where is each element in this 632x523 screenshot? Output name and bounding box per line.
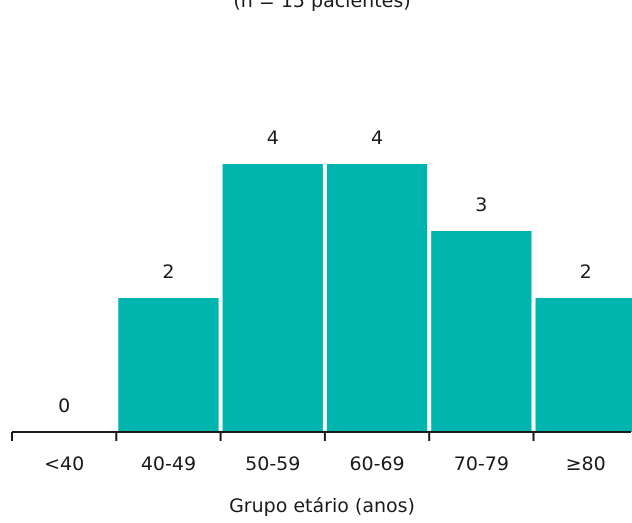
x-axis-tick-labels: <40 40-49 50-59 60-69 70-79 ≥80 xyxy=(44,453,606,475)
x-axis-ticks xyxy=(11,432,535,441)
x-tick-label: 60-69 xyxy=(349,453,404,475)
bar-value-label: 4 xyxy=(371,127,383,149)
bar-value-label: 2 xyxy=(580,261,592,283)
x-tick-label: 40-49 xyxy=(141,453,196,475)
bar-3 xyxy=(222,164,323,432)
bar-5 xyxy=(431,231,532,432)
bar-6 xyxy=(535,298,632,432)
bar-value-label: 3 xyxy=(475,194,487,216)
bar-value-label: 2 xyxy=(162,261,174,283)
bar-4 xyxy=(326,164,428,432)
bars-group xyxy=(118,164,632,432)
x-tick-label: ≥80 xyxy=(566,453,606,475)
x-tick-label: <40 xyxy=(44,453,84,475)
bar-2 xyxy=(118,298,219,432)
x-tick-label: 50-59 xyxy=(245,453,300,475)
chart-title: (n = 15 pacientes) xyxy=(233,0,410,12)
value-labels-group: 0 2 4 4 3 2 xyxy=(58,127,592,417)
x-axis-title: Grupo etário (anos) xyxy=(229,495,415,517)
bar-value-label: 0 xyxy=(58,395,70,417)
bar-value-label: 4 xyxy=(267,127,279,149)
x-tick-label: 70-79 xyxy=(454,453,509,475)
